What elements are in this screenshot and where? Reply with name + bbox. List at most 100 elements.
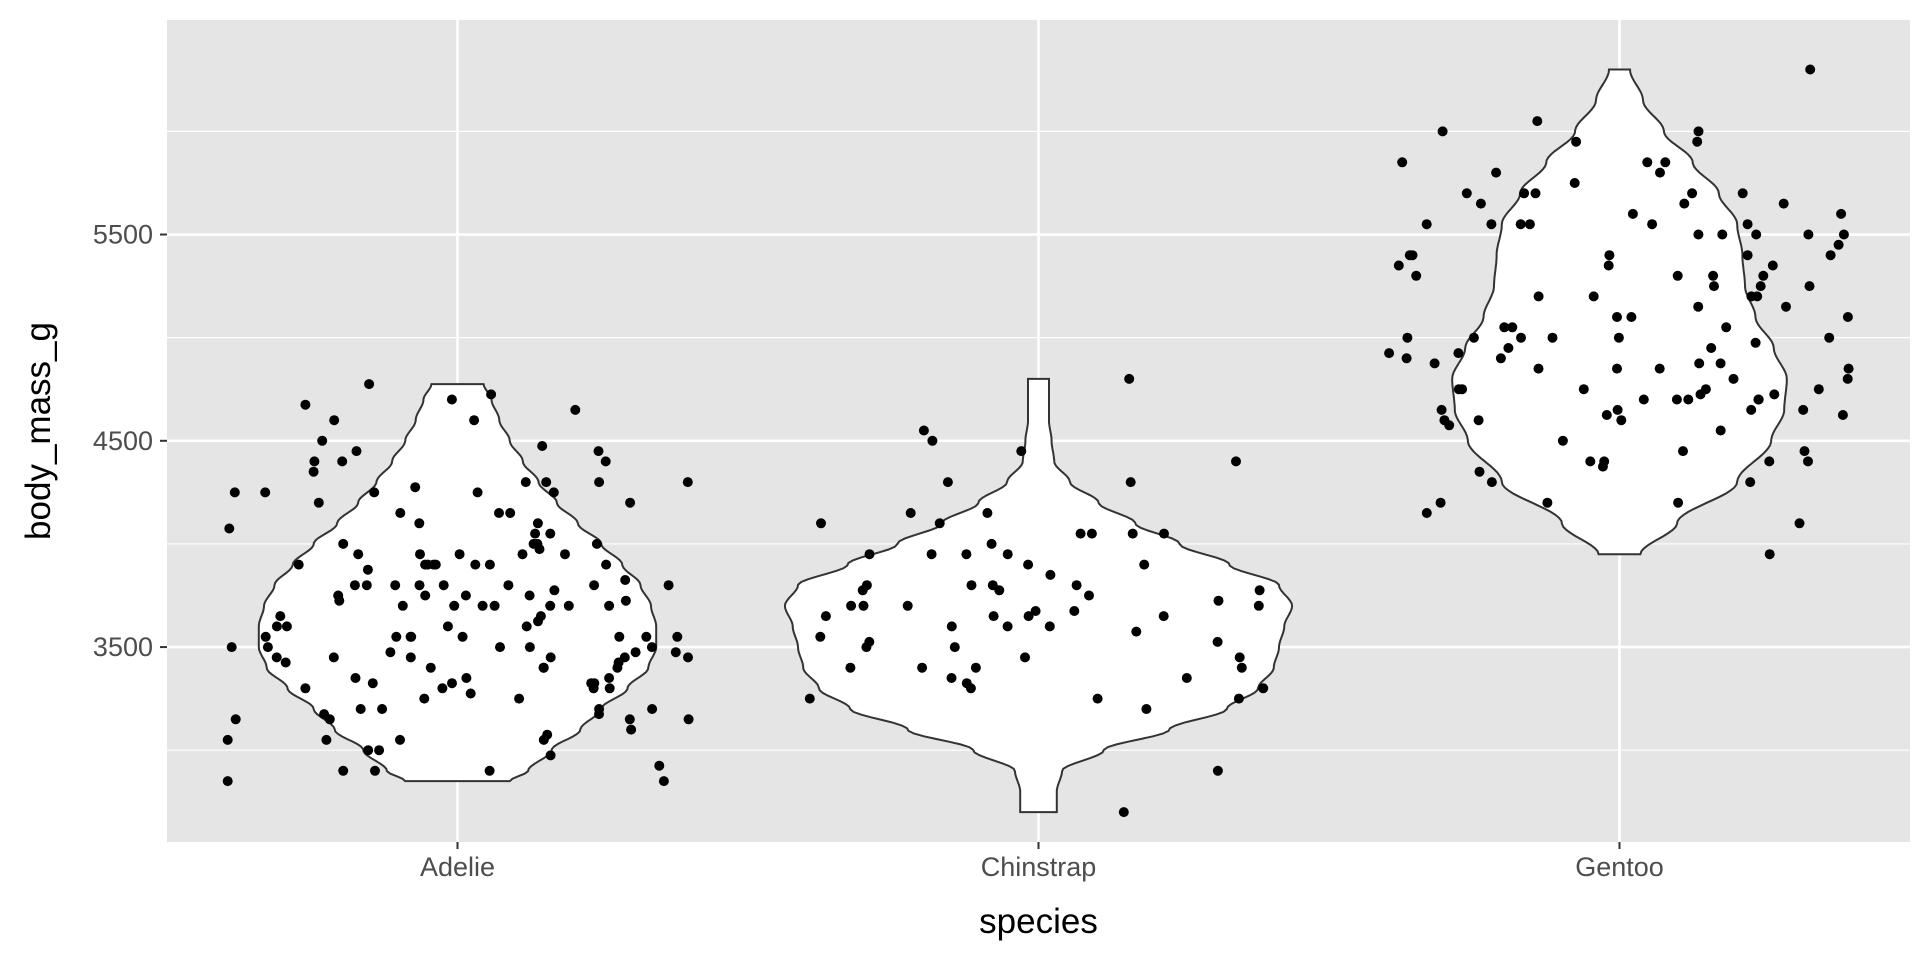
data-point-gentoo <box>1838 229 1849 240</box>
data-point-chinstrap <box>942 477 953 488</box>
data-point-adelie <box>589 678 600 689</box>
data-point-gentoo <box>1764 549 1775 560</box>
data-point-adelie <box>349 580 360 591</box>
data-point-chinstrap <box>902 600 913 611</box>
data-point-adelie <box>630 647 641 658</box>
data-point-adelie <box>647 704 658 714</box>
data-point-gentoo <box>1833 239 1844 250</box>
data-point-chinstrap <box>1075 528 1086 539</box>
data-point-adelie <box>328 652 339 663</box>
data-point-adelie <box>683 714 694 725</box>
data-point-gentoo <box>1824 332 1835 343</box>
x-tick-label: Adelie <box>420 852 495 882</box>
data-point-gentoo <box>1547 332 1558 343</box>
data-point-gentoo <box>1491 167 1502 178</box>
data-point-chinstrap <box>1212 636 1223 647</box>
data-point-gentoo <box>1627 208 1638 219</box>
data-point-adelie <box>405 631 416 642</box>
data-point-adelie <box>410 482 421 493</box>
data-point-gentoo <box>1532 116 1543 127</box>
data-point-adelie <box>672 631 683 642</box>
data-point-gentoo <box>1453 348 1464 359</box>
data-point-adelie <box>390 580 401 591</box>
data-point-gentoo <box>1402 332 1413 343</box>
data-point-adelie <box>329 415 340 426</box>
data-point-gentoo <box>1750 337 1761 348</box>
data-point-gentoo <box>1746 404 1757 415</box>
data-point-adelie <box>362 564 373 575</box>
data-point-adelie <box>604 683 615 694</box>
data-point-adelie <box>641 631 652 642</box>
data-point-gentoo <box>1837 410 1848 420</box>
data-point-adelie <box>604 673 615 683</box>
data-point-adelie <box>300 399 311 410</box>
data-point-gentoo <box>1671 394 1682 405</box>
data-point-chinstrap <box>1158 611 1169 622</box>
data-point-chinstrap <box>1236 662 1247 673</box>
data-point-gentoo <box>1393 260 1404 271</box>
data-point-adelie <box>593 446 604 457</box>
data-point-gentoo <box>1700 384 1711 395</box>
data-point-gentoo <box>1745 477 1756 488</box>
data-point-chinstrap <box>1023 559 1034 570</box>
data-point-gentoo <box>1843 363 1854 374</box>
data-point-adelie <box>367 678 378 689</box>
data-point-adelie <box>626 724 637 735</box>
data-point-gentoo <box>1384 348 1395 359</box>
data-point-gentoo <box>1805 64 1816 75</box>
data-point-adelie <box>438 580 449 591</box>
data-point-gentoo <box>1457 384 1468 395</box>
data-point-gentoo <box>1693 301 1704 312</box>
data-point-gentoo <box>1647 219 1658 230</box>
data-point-gentoo <box>1437 126 1448 137</box>
data-point-chinstrap <box>1030 606 1041 616</box>
data-point-adelie <box>222 734 233 745</box>
data-point-adelie <box>369 487 380 498</box>
data-point-chinstrap <box>1084 590 1094 601</box>
data-point-gentoo <box>1693 229 1704 240</box>
data-point-gentoo <box>1804 281 1815 292</box>
data-point-gentoo <box>1569 178 1580 188</box>
data-point-gentoo <box>1533 291 1544 302</box>
data-point-gentoo <box>1557 435 1568 446</box>
data-point-chinstrap <box>1002 549 1013 560</box>
data-point-adelie <box>503 580 514 591</box>
data-point-adelie <box>683 652 693 663</box>
data-point-adelie <box>460 590 471 601</box>
data-point-gentoo <box>1421 219 1432 230</box>
data-point-gentoo <box>1516 332 1526 343</box>
data-point-gentoo <box>1612 363 1622 374</box>
data-point-gentoo <box>1769 389 1780 400</box>
data-point-gentoo <box>1673 497 1684 508</box>
data-point-gentoo <box>1842 312 1853 322</box>
data-point-adelie <box>319 709 330 720</box>
data-point-adelie <box>524 642 535 653</box>
data-point-adelie <box>370 765 380 776</box>
data-point-gentoo <box>1519 188 1530 199</box>
data-point-gentoo <box>1603 260 1614 271</box>
data-point-gentoo <box>1708 270 1719 281</box>
x-tick-label: Gentoo <box>1575 852 1664 882</box>
data-point-gentoo <box>1767 260 1778 271</box>
data-point-chinstrap <box>927 435 938 446</box>
data-point-gentoo <box>1524 219 1535 230</box>
data-point-adelie <box>524 590 535 601</box>
data-point-chinstrap <box>1253 600 1264 611</box>
data-point-chinstrap <box>1127 528 1138 539</box>
data-point-gentoo <box>1654 363 1665 374</box>
data-point-chinstrap <box>905 508 916 518</box>
data-point-gentoo <box>1742 219 1753 230</box>
data-point-adelie <box>425 662 436 673</box>
data-point-adelie <box>377 704 388 714</box>
data-point-adelie <box>430 559 441 570</box>
data-point-chinstrap <box>1069 606 1080 616</box>
data-point-gentoo <box>1728 373 1739 384</box>
data-point-adelie <box>405 652 416 663</box>
data-point-adelie <box>469 415 480 426</box>
data-point-adelie <box>351 446 362 457</box>
data-point-adelie <box>591 538 602 549</box>
data-point-gentoo <box>1694 358 1705 369</box>
data-point-chinstrap <box>1181 673 1192 683</box>
data-point-adelie <box>230 714 241 725</box>
